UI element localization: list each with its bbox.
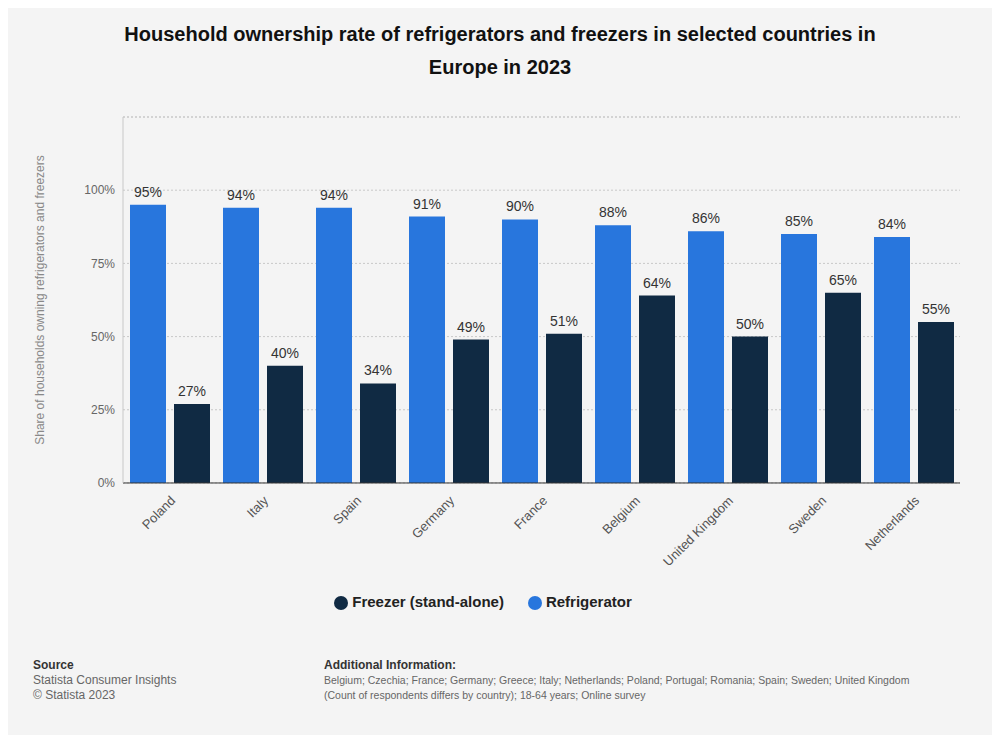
svg-text:Germany: Germany [409,493,458,542]
svg-text:50%: 50% [91,330,115,344]
html-text:© Statista 2023: © Statista 2023 [33,688,116,702]
html-text:Statista Consumer Insights: Statista Consumer Insights [33,673,177,687]
svg-text:25%: 25% [91,403,115,417]
svg-text:85%: 85% [785,213,813,229]
html-text:(Count of respondents differs: (Count of respondents differs by country… [324,689,646,701]
svg-text:84%: 84% [878,216,906,232]
html-text:Refrigerator: Refrigerator [545,593,632,610]
svg-text:100%: 100% [84,183,115,197]
svg-text:49%: 49% [457,319,485,335]
svg-text:Poland: Poland [139,493,178,532]
svg-text:Sweden: Sweden [785,493,829,537]
svg-text:86%: 86% [692,210,720,226]
svg-text:55%: 55% [922,301,950,317]
svg-text:27%: 27% [178,383,206,399]
svg-text:40%: 40% [271,345,299,361]
svg-text:94%: 94% [320,187,348,203]
svg-text:64%: 64% [643,275,671,291]
svg-text:65%: 65% [829,272,857,288]
html-text:Freezer (stand-alone): Freezer (stand-alone) [352,593,504,610]
svg-text:France: France [511,493,550,532]
svg-text:50%: 50% [736,316,764,332]
html-text:Additional Information:: Additional Information: [324,658,456,672]
svg-text:88%: 88% [599,204,627,220]
svg-text:51%: 51% [550,313,578,329]
svg-text:Italy: Italy [244,493,272,521]
svg-text:Belgium: Belgium [599,493,643,537]
svg-text:United Kingdom: United Kingdom [660,493,736,569]
html-text:Belgium; Czechia; France; Germ: Belgium; Czechia; France; Germany; Greec… [324,674,910,686]
html-text:Household ownership rate of re: Household ownership rate of refrigerator… [124,23,876,78]
svg-text:90%: 90% [506,198,534,214]
svg-text:Netherlands: Netherlands [862,493,923,554]
svg-text:75%: 75% [91,257,115,271]
svg-text:95%: 95% [134,184,162,200]
html-text:Source: Source [33,658,74,672]
svg-text:0%: 0% [98,476,116,490]
svg-text:91%: 91% [413,196,441,212]
svg-text:94%: 94% [227,187,255,203]
svg-text:34%: 34% [364,362,392,378]
svg-text:Spain: Spain [330,493,364,527]
svg-text:Share of households owning ref: Share of households owning refrigerators… [33,155,47,445]
